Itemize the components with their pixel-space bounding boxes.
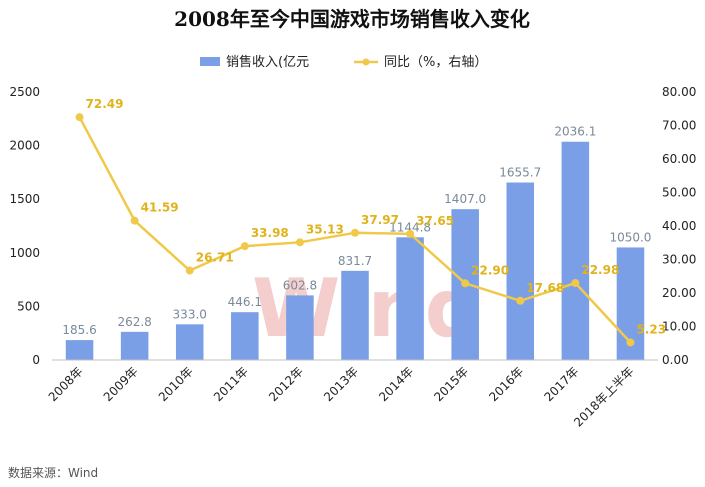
right-tick-label: 80.00 [662, 85, 696, 99]
line-point [185, 266, 194, 275]
bar-value-label: 262.8 [117, 315, 151, 329]
line-value-label: 26.71 [196, 251, 234, 265]
line-point [626, 338, 635, 347]
left-tick-label: 1500 [9, 192, 40, 206]
x-tick-label: 2010年 [156, 364, 196, 404]
bar-value-label: 831.7 [338, 254, 372, 268]
right-axis: 0.00 10.00 20.00 30.00 40.00 50.00 60.00 70.00 8… [662, 85, 696, 367]
bar [120, 331, 149, 360]
left-tick-label: 500 [17, 299, 40, 313]
right-tick-label: 50.00 [662, 186, 696, 200]
bar [65, 340, 94, 360]
x-tick-label: 2008年 [46, 364, 86, 404]
legend-bar-swatch [200, 57, 220, 66]
legend: 销售收入(亿元 同比（%，右轴） [200, 54, 487, 70]
line-value-label: 22.98 [581, 263, 619, 277]
line-point [406, 229, 415, 238]
right-tick-label: 40.00 [662, 219, 696, 233]
x-tick-label: 2011年 [211, 364, 251, 404]
line-point [351, 228, 359, 237]
bar [506, 182, 535, 360]
chart-title: 2008年至今中国游戏市场销售收入变化 [174, 7, 530, 31]
line-point [516, 296, 525, 305]
line-point [240, 242, 249, 251]
line-point [295, 238, 304, 247]
bar-value-label: 1655.7 [499, 166, 541, 180]
x-axis: 2008年 2009年 2010年 2011年 2012年 2013年 2014年 2015年… [46, 359, 658, 430]
line-value-label: 72.49 [86, 97, 124, 111]
line-value-label: 37.65 [416, 214, 454, 228]
line-value-label: 35.13 [306, 222, 344, 236]
line-point [461, 279, 470, 288]
left-tick-label: 2000 [9, 139, 40, 153]
x-tick-label: 2013年 [321, 364, 361, 404]
bar-value-label: 446.1 [228, 295, 262, 309]
bar [231, 312, 259, 360]
line-point [75, 113, 84, 122]
line-series: 72.49 41.59 26.71 33.98 35.13 37.97 37.65 22.90… [75, 97, 666, 347]
bar-value-label: 1050.0 [609, 230, 651, 244]
right-tick-label: 10.00 [662, 320, 696, 334]
left-axis: 0 500 1000 1500 2000 2500 [9, 85, 40, 367]
source-note: 数据来源：Wind [8, 465, 98, 480]
bar-series: 185.6 262.8 333.0 446.1 602.8 831.7 1144.8 1407… [62, 125, 651, 360]
line-value-label: 5.23 [636, 322, 666, 336]
line-value-label: 33.98 [251, 226, 289, 240]
x-tick-label: 2015年 [431, 364, 471, 404]
x-tick-label: 2017年 [542, 364, 582, 404]
left-tick-label: 2500 [9, 85, 40, 99]
bar-value-label: 1144.8 [389, 220, 431, 234]
bar-value-label: 333.0 [173, 307, 207, 321]
bar [341, 270, 369, 360]
legend-line-label: 同比（%，右轴） [384, 55, 487, 70]
legend-line-marker [362, 58, 370, 66]
line-point [130, 216, 139, 225]
left-tick-label: 0 [32, 353, 40, 367]
line-point [571, 279, 580, 288]
bar-value-label: 2036.1 [554, 125, 596, 139]
right-tick-label: 60.00 [662, 152, 696, 166]
right-tick-label: 20.00 [662, 286, 696, 300]
bar-value-label: 185.6 [62, 323, 96, 337]
x-tick-label: 2009年 [101, 364, 141, 404]
right-tick-label: 30.00 [662, 253, 696, 267]
bar [286, 295, 314, 360]
bar [175, 324, 204, 360]
right-tick-label: 70.00 [662, 119, 696, 133]
bar [561, 141, 590, 360]
bar-value-label: 602.8 [283, 278, 317, 292]
line-value-label: 37.97 [361, 213, 399, 227]
x-tick-label: 2012年 [266, 364, 306, 404]
line-value-label: 41.59 [141, 201, 179, 215]
legend-bar-label: 销售收入(亿元 [226, 54, 309, 70]
left-tick-label: 1000 [9, 246, 40, 260]
x-tick-label: 2014年 [376, 364, 416, 404]
line-value-label: 17.68 [526, 281, 564, 295]
line-value-label: 22.90 [471, 263, 509, 277]
x-tick-label: 2016年 [486, 364, 526, 404]
right-tick-label: 0.00 [662, 353, 689, 367]
bar-value-label: 1407.0 [444, 192, 486, 206]
bar [396, 237, 424, 360]
